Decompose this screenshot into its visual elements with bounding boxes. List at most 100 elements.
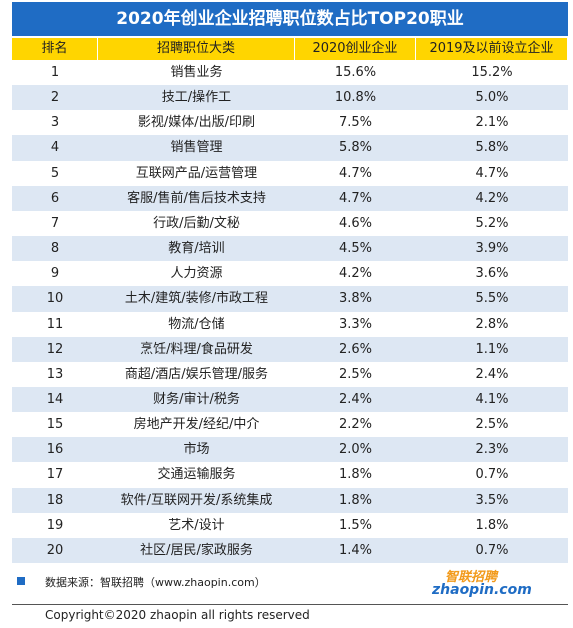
table-cell: 4.7% [475, 165, 509, 181]
table-cell: 1.8% [475, 517, 509, 533]
table-cell: 16 [46, 442, 64, 458]
row-band [12, 487, 568, 513]
table-cell: 客服/售前/售后技术支持 [127, 190, 266, 206]
table-cell: 0.7% [475, 467, 509, 483]
logo-cn: 智联招聘 [445, 570, 498, 585]
row-band [12, 361, 568, 387]
table-cell: 4.1% [475, 391, 509, 407]
table-cell: 人力资源 [170, 266, 223, 282]
table-cell: 3 [50, 115, 60, 131]
table-cell: 2 [50, 90, 60, 106]
table-cell: 互联网产品/运营管理 [135, 165, 258, 181]
table-cell: 社区/居民/家政服务 [140, 542, 253, 558]
table-cell: 20 [46, 542, 64, 558]
table-cell: 1.4% [338, 542, 373, 558]
table-cell: 2.8% [475, 316, 509, 332]
table-cell: 销售管理 [170, 140, 223, 156]
row-band [12, 412, 568, 438]
header-cell: 2020创业企业 [295, 38, 416, 60]
table-cell: 7.5% [338, 115, 373, 131]
table-cell: 3.6% [475, 266, 509, 282]
row-band [12, 135, 568, 161]
table-cell: 3.3% [338, 316, 373, 332]
table-cell: 0.7% [475, 542, 509, 558]
table-cell: 1.8% [338, 467, 373, 483]
row-band [12, 110, 568, 136]
table-cell: 8 [50, 241, 60, 257]
header-cell: 招聘职位大类 [98, 38, 295, 60]
table-cell: 艺术/设计 [168, 517, 225, 533]
row-band [12, 160, 568, 186]
row-band [12, 336, 568, 362]
table-cell: 4.2% [475, 190, 509, 206]
table-cell: 影视/媒体/出版/印刷 [137, 115, 256, 131]
divider [12, 604, 568, 605]
table-cell: 2.5% [475, 417, 509, 433]
table-cell: 18 [46, 492, 64, 508]
table-cell: 5 [50, 165, 60, 181]
table-cell: 14 [46, 391, 64, 407]
table-cell: 15.2% [471, 65, 513, 80]
table-cell: 软件/互联网开发/系统集成 [120, 492, 273, 508]
table-cell: 12 [46, 341, 64, 357]
row-band [12, 286, 568, 312]
table-cell: 商超/酒店/娱乐管理/服务 [124, 366, 269, 382]
table-cell: 教育/培训 [168, 241, 225, 257]
logo-en: zhaopin.com [432, 582, 532, 598]
table-cell: 2.2% [338, 417, 373, 433]
row-band [12, 512, 568, 538]
table-cell: 7 [50, 215, 60, 231]
table-cell: 销售业务 [170, 65, 223, 80]
table-cell: 10 [46, 291, 64, 307]
table-cell: 9 [50, 266, 60, 282]
table-cell: 4.7% [338, 165, 373, 181]
table-cell: 行政/后勤/文秘 [153, 215, 240, 231]
row-band [12, 60, 568, 86]
table-cell: 1.8% [338, 492, 373, 508]
table-cell: 2.1% [475, 115, 509, 131]
table-cell: 5.2% [475, 215, 509, 231]
table-cell: 13 [46, 366, 64, 382]
header-cell: 排名 [12, 38, 98, 60]
table-cell: 房地产开发/经纪/中介 [133, 417, 260, 433]
table-cell: 11 [46, 316, 64, 332]
table-cell: 4.2% [338, 266, 373, 282]
table-cell: 6 [50, 190, 60, 206]
table-cell: 技工/操作工 [161, 90, 232, 106]
row-band [12, 261, 568, 287]
table-cell: 5.8% [338, 140, 373, 156]
table-cell: 2.0% [338, 442, 373, 458]
table-cell: 土木/建筑/装修/市政工程 [124, 291, 269, 307]
table-cell: 3.5% [475, 492, 509, 508]
table-cell: 4.5% [338, 241, 373, 257]
row-band [12, 236, 568, 262]
table-cell: 1.5% [338, 517, 373, 533]
table-cell: 1 [50, 65, 60, 80]
table-cell: 1.1% [475, 341, 509, 357]
table-cell: 2.4% [475, 366, 509, 382]
table-cell: 2.6% [338, 341, 373, 357]
table-cell: 3.8% [338, 291, 373, 307]
table-cell: 烹饪/料理/食品研发 [140, 341, 253, 357]
table-cell: 交通运输服务 [157, 467, 236, 483]
table-cell: 19 [46, 517, 64, 533]
table-cell: 2.3% [475, 442, 509, 458]
row-band [12, 311, 568, 337]
table-cell: 4 [50, 140, 60, 156]
table-cell: 5.5% [475, 291, 509, 307]
table-cell: 15 [46, 417, 64, 433]
row-band [12, 386, 568, 413]
row-band [12, 185, 568, 211]
table-cell: 2.4% [338, 391, 373, 407]
table-cell: 5.8% [475, 140, 509, 156]
table-cell: 3.9% [475, 241, 509, 257]
table-cell: 物流/仓储 [168, 316, 225, 332]
table-cell: 17 [46, 467, 64, 483]
table-cell: 15.6% [334, 65, 377, 80]
copyright: Copyright©2020 zhaopin all rights reserv… [45, 608, 310, 622]
row-band [12, 210, 568, 237]
row-band [12, 437, 568, 463]
table-cell: 4.7% [338, 190, 373, 206]
title: 2020年创业企业招聘职位数占比TOP20职业 [12, 2, 568, 36]
